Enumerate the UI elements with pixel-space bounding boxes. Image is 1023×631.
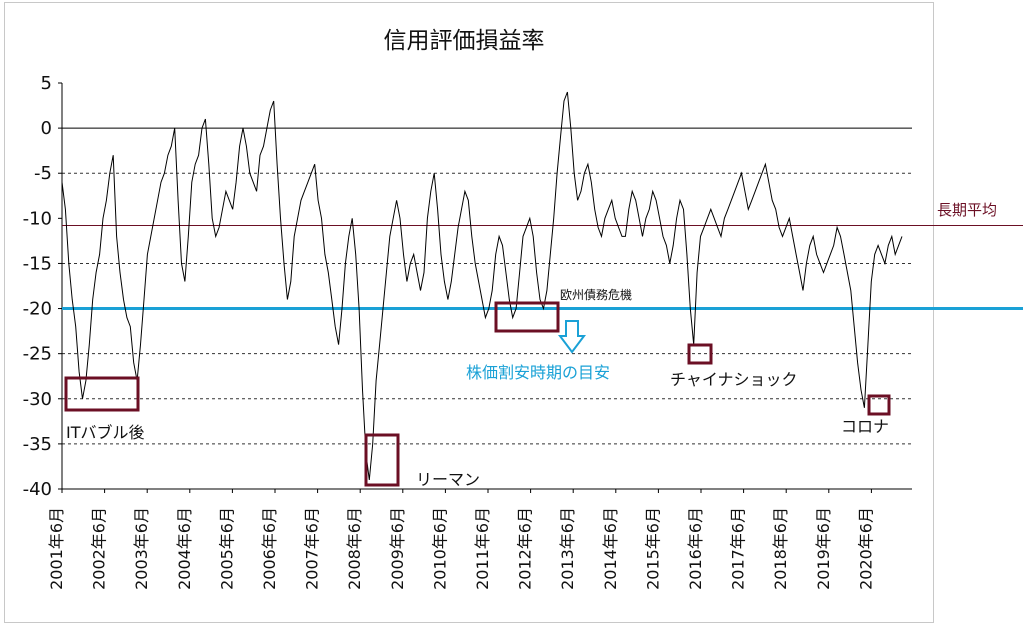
annotation-long-term-avg: 長期平均 bbox=[937, 201, 997, 219]
y-tick-label: -35 bbox=[23, 434, 52, 455]
x-tick-label: 2005年6月 bbox=[217, 507, 236, 590]
box-euro-debt bbox=[494, 301, 560, 333]
chart-frame bbox=[4, 2, 934, 623]
y-tick-label: -15 bbox=[23, 253, 52, 274]
down-arrow-icon bbox=[558, 320, 586, 354]
x-tick-label: 2004年6月 bbox=[175, 507, 194, 590]
x-tick-label: 2011年6月 bbox=[473, 507, 492, 590]
annotation-labels: ITバブル後 リーマン 欧州債務危機 株価割安時期の目安 チャイナショック コロ… bbox=[66, 201, 997, 489]
axes: 5 0 -5 -10 -15 -20 -25 -30 -35 -40 2001年6月 2002年6月 2… bbox=[23, 73, 912, 590]
annotation-undervalued: 株価割安時期の目安 bbox=[466, 363, 610, 382]
x-tick-label: 2015年6月 bbox=[643, 507, 662, 590]
series-layer bbox=[61, 91, 903, 481]
gridlines bbox=[62, 127, 912, 445]
x-tick-label: 2017年6月 bbox=[729, 507, 748, 590]
x-tick-label: 2013年6月 bbox=[558, 507, 577, 590]
chart-title: 信用評価損益率 bbox=[384, 28, 545, 54]
y-tick-label: -20 bbox=[23, 299, 52, 320]
x-tick-label: 2009年6月 bbox=[388, 507, 407, 590]
x-tick-label: 2001年6月 bbox=[47, 507, 66, 590]
y-tick-label: 5 bbox=[41, 73, 52, 94]
x-tick-label: 2018年6月 bbox=[771, 507, 790, 590]
box-lehman bbox=[364, 433, 400, 487]
x-tick-label: 2012年6月 bbox=[516, 507, 535, 590]
x-tick-label: 2006年6月 bbox=[260, 507, 279, 590]
annotation-china-shock: チャイナショック bbox=[670, 370, 798, 389]
x-tick-label: 2019年6月 bbox=[814, 507, 833, 590]
x-tick-label: 2020年6月 bbox=[856, 507, 875, 590]
y-tick-label: -40 bbox=[23, 479, 52, 500]
x-tick-label: 2014年6月 bbox=[601, 507, 620, 590]
x-tick-label: 2003年6月 bbox=[132, 507, 151, 590]
x-tick-label: 2007年6月 bbox=[303, 507, 322, 590]
x-tick-label: 2002年6月 bbox=[90, 507, 109, 590]
y-tick-label: -30 bbox=[23, 389, 52, 410]
box-china-shock bbox=[687, 343, 713, 365]
y-tick-label: 0 bbox=[41, 118, 52, 139]
x-tick-label: 2010年6月 bbox=[430, 507, 449, 590]
annotation-it-bubble: ITバブル後 bbox=[66, 423, 145, 442]
y-tick-label: -10 bbox=[23, 208, 52, 229]
x-tick-label: 2008年6月 bbox=[345, 507, 364, 590]
annotation-lehman: リーマン bbox=[416, 470, 480, 489]
box-it-bubble bbox=[64, 376, 140, 412]
series-line bbox=[61, 91, 903, 481]
annotation-boxes bbox=[64, 301, 891, 487]
box-corona bbox=[867, 394, 891, 416]
y-tick-label: -5 bbox=[34, 163, 52, 184]
annotation-euro-debt: 欧州債務危機 bbox=[560, 287, 632, 302]
y-tick-label: -25 bbox=[23, 344, 52, 365]
annotation-corona: コロナ bbox=[841, 417, 889, 436]
reference-lines bbox=[62, 225, 1023, 311]
x-tick-label: 2016年6月 bbox=[686, 507, 705, 590]
